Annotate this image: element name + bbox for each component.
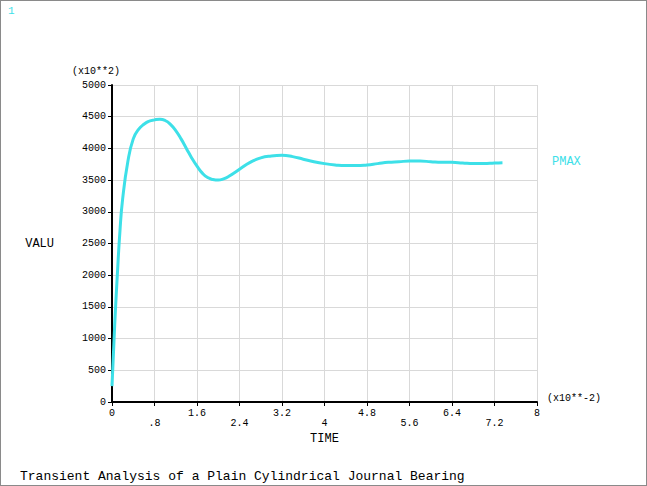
svg-text:7.2: 7.2 — [485, 418, 503, 429]
svg-text:PMAX: PMAX — [552, 155, 581, 169]
svg-text:0: 0 — [109, 408, 115, 419]
svg-text:0: 0 — [100, 397, 106, 408]
svg-text:4000: 4000 — [82, 143, 106, 154]
svg-text:500: 500 — [88, 365, 106, 376]
svg-text:4: 4 — [321, 418, 327, 429]
svg-text:1.6: 1.6 — [188, 408, 206, 419]
svg-text:3500: 3500 — [82, 175, 106, 186]
svg-text:1500: 1500 — [82, 301, 106, 312]
svg-text:.8: .8 — [148, 418, 160, 429]
svg-text:(x10**-2): (x10**-2) — [547, 393, 601, 404]
svg-text:6.4: 6.4 — [443, 408, 461, 419]
svg-text:(x10**2): (x10**2) — [72, 66, 120, 77]
svg-text:2000: 2000 — [82, 270, 106, 281]
svg-text:4500: 4500 — [82, 111, 106, 122]
svg-text:Transient Analysis of a Plain: Transient Analysis of a Plain Cylindrica… — [20, 469, 465, 484]
svg-text:1000: 1000 — [82, 333, 106, 344]
svg-text:3000: 3000 — [82, 206, 106, 217]
svg-text:1: 1 — [8, 5, 15, 17]
svg-text:VALU: VALU — [25, 237, 54, 251]
svg-text:8: 8 — [534, 408, 540, 419]
svg-text:TIME: TIME — [310, 432, 339, 446]
svg-text:5.6: 5.6 — [400, 418, 418, 429]
svg-text:2.4: 2.4 — [230, 418, 248, 429]
svg-text:2500: 2500 — [82, 238, 106, 249]
svg-text:4.8: 4.8 — [358, 408, 376, 419]
svg-text:5000: 5000 — [82, 80, 106, 91]
svg-text:3.2: 3.2 — [273, 408, 291, 419]
